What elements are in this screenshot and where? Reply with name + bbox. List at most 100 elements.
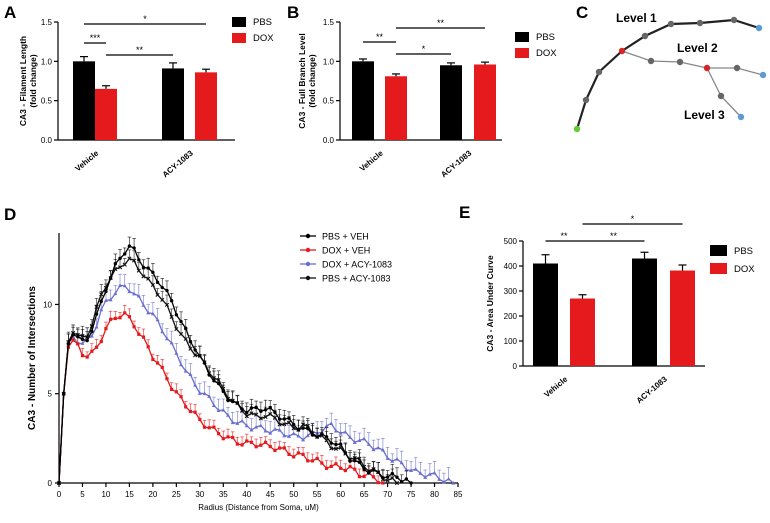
level-3-label: Level 3	[684, 108, 725, 122]
data-point	[123, 311, 127, 315]
data-point	[76, 342, 80, 346]
data-point	[451, 481, 456, 485]
data-point	[306, 426, 310, 431]
panel-label-d: D	[4, 205, 16, 224]
data-point	[122, 262, 127, 267]
data-point	[333, 446, 339, 451]
data-point	[202, 361, 207, 365]
branch-node	[647, 57, 655, 65]
y-tick-label: 100	[504, 337, 518, 346]
significance-label: *	[143, 14, 147, 24]
x-tick-label: 75	[407, 490, 416, 499]
branch-node	[595, 68, 603, 76]
data-point	[404, 477, 409, 481]
data-point	[287, 416, 291, 420]
data-point	[277, 422, 282, 427]
bar	[632, 258, 657, 366]
data-point	[71, 333, 75, 337]
data-point	[254, 445, 258, 449]
bar	[570, 298, 595, 366]
data-point	[268, 444, 272, 449]
data-point	[338, 442, 343, 446]
data-point	[89, 334, 94, 338]
data-point	[169, 314, 174, 319]
data-point	[179, 395, 183, 399]
data-point	[85, 355, 89, 359]
data-point	[390, 475, 395, 481]
data-point	[310, 433, 315, 437]
data-point	[188, 409, 193, 414]
data-point	[118, 283, 123, 288]
data-point	[136, 268, 141, 273]
data-point	[329, 464, 333, 468]
data-point	[244, 423, 249, 428]
bar	[385, 76, 407, 140]
data-point	[437, 477, 442, 481]
data-point	[188, 372, 193, 377]
legend-label: PBS	[536, 32, 555, 43]
data-point	[99, 307, 104, 312]
level-1-label: Level 1	[616, 11, 657, 25]
data-point	[362, 474, 366, 479]
data-point	[244, 414, 249, 419]
data-point	[245, 410, 249, 415]
data-point	[292, 455, 296, 459]
data-point	[296, 428, 301, 432]
data-point	[413, 467, 418, 471]
panel-label-a: A	[4, 3, 16, 22]
legend-swatch	[232, 17, 246, 27]
panel-label-b: B	[287, 3, 299, 22]
data-point	[286, 420, 292, 425]
data-point	[217, 432, 221, 436]
data-point	[226, 435, 230, 439]
x-tick-label: 80	[430, 490, 439, 499]
legend-marker	[305, 247, 311, 253]
data-point	[221, 389, 225, 394]
branch-node	[641, 32, 649, 40]
data-point	[353, 458, 357, 463]
data-point	[146, 310, 151, 315]
main-branch	[575, 18, 760, 130]
data-point	[212, 425, 216, 429]
data-point	[193, 348, 197, 352]
series-pbs-veh	[57, 236, 413, 485]
data-point	[339, 466, 343, 470]
data-point	[151, 270, 155, 275]
data-point	[179, 362, 184, 367]
x-tick-label: 70	[383, 490, 392, 499]
data-point	[301, 437, 306, 442]
data-point	[61, 392, 66, 396]
x-tick-label: 50	[289, 490, 298, 499]
data-point	[282, 446, 286, 450]
branch-point-node	[703, 64, 711, 72]
data-point	[123, 252, 127, 256]
data-point	[249, 406, 254, 410]
data-point	[221, 408, 226, 412]
data-point	[320, 432, 324, 436]
y-tick-label: 1.0	[323, 57, 335, 66]
data-point	[329, 441, 333, 445]
data-point	[127, 256, 132, 261]
data-point	[207, 373, 211, 377]
data-point	[390, 471, 394, 476]
significance-label: ***	[90, 33, 101, 43]
data-point	[103, 298, 108, 302]
data-point	[104, 289, 108, 294]
data-point	[165, 288, 169, 293]
legend-label: DOX	[253, 33, 274, 44]
data-point	[278, 446, 282, 450]
data-point	[362, 436, 367, 441]
data-point	[357, 475, 362, 479]
data-point	[282, 422, 287, 427]
data-point	[441, 479, 446, 484]
y-tick-label: 5	[48, 390, 53, 399]
data-point	[263, 440, 268, 444]
data-point	[287, 434, 292, 438]
data-point	[155, 280, 160, 285]
data-point	[376, 470, 380, 474]
x-tick-label: 10	[101, 490, 110, 499]
data-point	[348, 459, 352, 463]
y-tick-label: 0.5	[323, 97, 335, 106]
data-point	[136, 293, 141, 298]
